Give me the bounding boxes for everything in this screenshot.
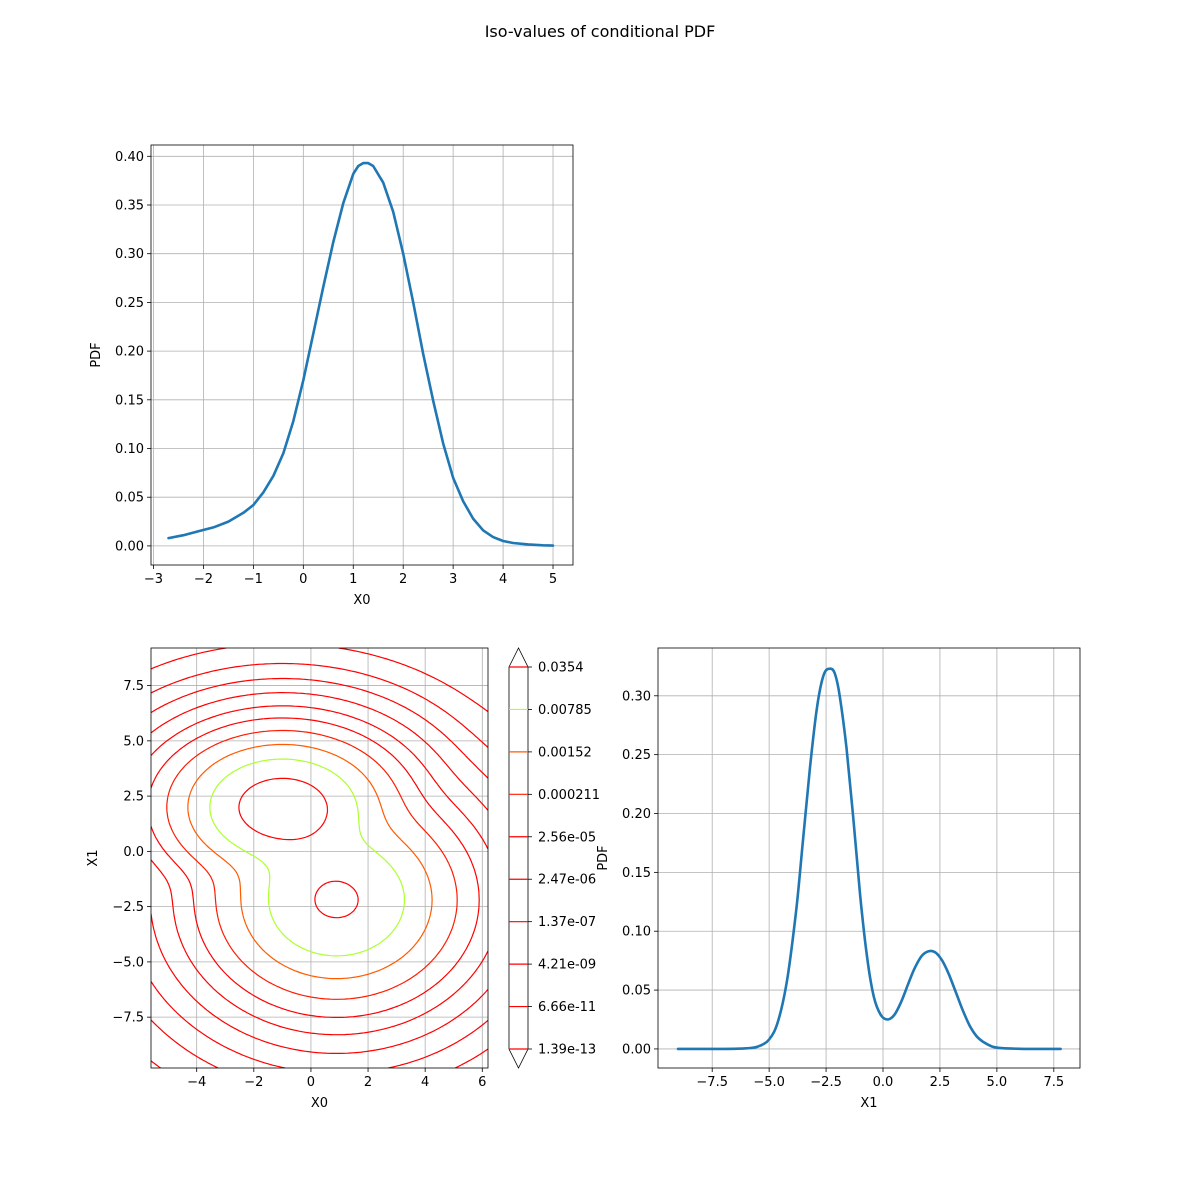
x0-pdf-ylabel: PDF [89, 342, 104, 367]
contour-xtick-label: 2 [364, 1075, 372, 1090]
contour-xlabel: X0 [311, 1096, 328, 1111]
contour-xtick-label: 0 [307, 1075, 315, 1090]
contour-level-line [151, 677, 488, 1068]
x0-pdf-xtick-label: 4 [499, 572, 507, 587]
contour-level-line [151, 648, 488, 1068]
contour-level-line [209, 758, 405, 957]
x1-pdf-ytick-label: 0.30 [622, 689, 651, 704]
x0-pdf-ytick-label: 0.00 [115, 539, 144, 554]
x0-pdf-ytick-label: 0.35 [115, 199, 144, 214]
contour-lines [151, 648, 488, 1068]
x0-pdf-ytick-label: 0.30 [115, 247, 144, 262]
colorbar-tick-label: 1.37e-07 [538, 915, 596, 930]
contour-frame [150, 647, 489, 1069]
x1-pdf-xlabel: X1 [860, 1096, 877, 1111]
colorbar-outline [508, 647, 529, 1069]
colorbar-tick-label: 2.56e-05 [538, 830, 596, 845]
contour-level-line [151, 662, 488, 1068]
colorbar-tick-label: 1.39e-13 [538, 1043, 596, 1058]
contour-xtick-label: 6 [478, 1075, 486, 1090]
contour-level-line [187, 743, 433, 980]
x0-pdf-xtick-label: 3 [449, 572, 457, 587]
x1-pdf-ytick-label: 0.10 [622, 925, 651, 940]
x0-pdf-xtick-label: 5 [549, 572, 557, 587]
contour-ylabel: X1 [86, 849, 101, 866]
colorbar-tick-label: 2.47e-06 [538, 873, 596, 888]
x0-pdf-xtick-label: −1 [244, 572, 263, 587]
contour-level-line [151, 717, 480, 1018]
x0-pdf-frame [150, 144, 574, 566]
x1-pdf-xtick-label: 5.0 [987, 1075, 1008, 1090]
x1-pdf-frame [657, 647, 1081, 1069]
x1-pdf-ytick-label: 0.25 [622, 748, 651, 763]
x0-pdf-xtick-label: −3 [144, 572, 163, 587]
contour-ytick-label: 2.5 [123, 790, 144, 805]
x1-pdf-xtick-label: 0.0 [873, 1075, 894, 1090]
contour-level-line [151, 705, 488, 1036]
contour-xtick-label: 4 [421, 1075, 429, 1090]
contour-ytick-label: 0.0 [123, 845, 144, 860]
contour-ytick-label: 7.5 [123, 679, 144, 694]
colorbar-tick-label: 6.66e-11 [538, 1000, 596, 1015]
x1-pdf-xtick-label: −5.0 [753, 1075, 785, 1090]
x1-pdf-ylabel: PDF [596, 845, 611, 870]
colorbar-tick-label: 0.000211 [538, 788, 600, 803]
x0-pdf-xlabel: X0 [353, 593, 370, 608]
colorbar: 1.39e-13 6.66e-11 4.21e-09 1.37e-07 2.47e-06… [508, 647, 600, 1069]
x0-pdf-ytick-label: 0.15 [115, 393, 144, 408]
contour-ytick-label: −5.0 [112, 955, 144, 970]
x1-pdf-ytick-label: 0.20 [622, 807, 651, 822]
contour-xtick-label: −4 [187, 1075, 206, 1090]
contour-level-line [238, 777, 359, 919]
x0-pdf-xtick-label: 2 [399, 572, 407, 587]
x0-pdf-xtick-label: −2 [194, 572, 213, 587]
x1-pdf-xtick-label: −7.5 [696, 1075, 728, 1090]
x0-pdf-xtick-label: 0 [299, 572, 307, 587]
contour-ytick-label: 5.0 [123, 734, 144, 749]
contour-level-line [166, 729, 458, 1000]
colorbar-tick-label: 0.00785 [538, 703, 592, 718]
x0-pdf-ytick-label: 0.25 [115, 296, 144, 311]
x0-pdf-ytick-label: 0.40 [115, 150, 144, 165]
contour-level-line [151, 692, 488, 1054]
plot-marginal-x1: −7.5 −5.0 −2.5 0.0 2.5 5.0 7.5 0.00 0.05 0.10 0.15… [596, 647, 1081, 1111]
x1-pdf-ytick-label: 0.00 [622, 1042, 651, 1057]
contour-xtick-label: −2 [244, 1075, 263, 1090]
contour-ytick-label: −7.5 [112, 1011, 144, 1026]
x0-pdf-xtick-label: 1 [349, 572, 357, 587]
x1-pdf-ytick-label: 0.05 [622, 984, 651, 999]
colorbar-tick-label: 4.21e-09 [538, 958, 596, 973]
x1-pdf-xtick-label: 7.5 [1043, 1075, 1064, 1090]
x0-pdf-ytick-label: 0.10 [115, 442, 144, 457]
colorbar-tick-label: 0.00152 [538, 745, 592, 760]
x0-pdf-line [167, 161, 555, 547]
x1-pdf-ytick-label: 0.15 [622, 866, 651, 881]
x0-pdf-ytick-label: 0.05 [115, 491, 144, 506]
x1-pdf-xtick-label: −2.5 [810, 1075, 842, 1090]
colorbar-tick-label: 0.0354 [538, 661, 584, 676]
plot-marginal-x0: −3 −2 −1 0 1 2 3 4 5 0.00 0.05 0.10 0.15 0.20 0.25 0.30… [89, 144, 574, 608]
x1-pdf-xtick-label: 2.5 [930, 1075, 951, 1090]
x0-pdf-ytick-label: 0.20 [115, 345, 144, 360]
plot-iso-contours: −4 −2 0 2 4 6 −7.5 −5.0 −2.5 0.0 2.5 5.0 7.5 X0 X1 [86, 647, 489, 1111]
contour-ytick-label: −2.5 [112, 900, 144, 915]
x1-pdf-line [676, 667, 1062, 1051]
figure-title: Iso-values of conditional PDF [485, 22, 716, 41]
